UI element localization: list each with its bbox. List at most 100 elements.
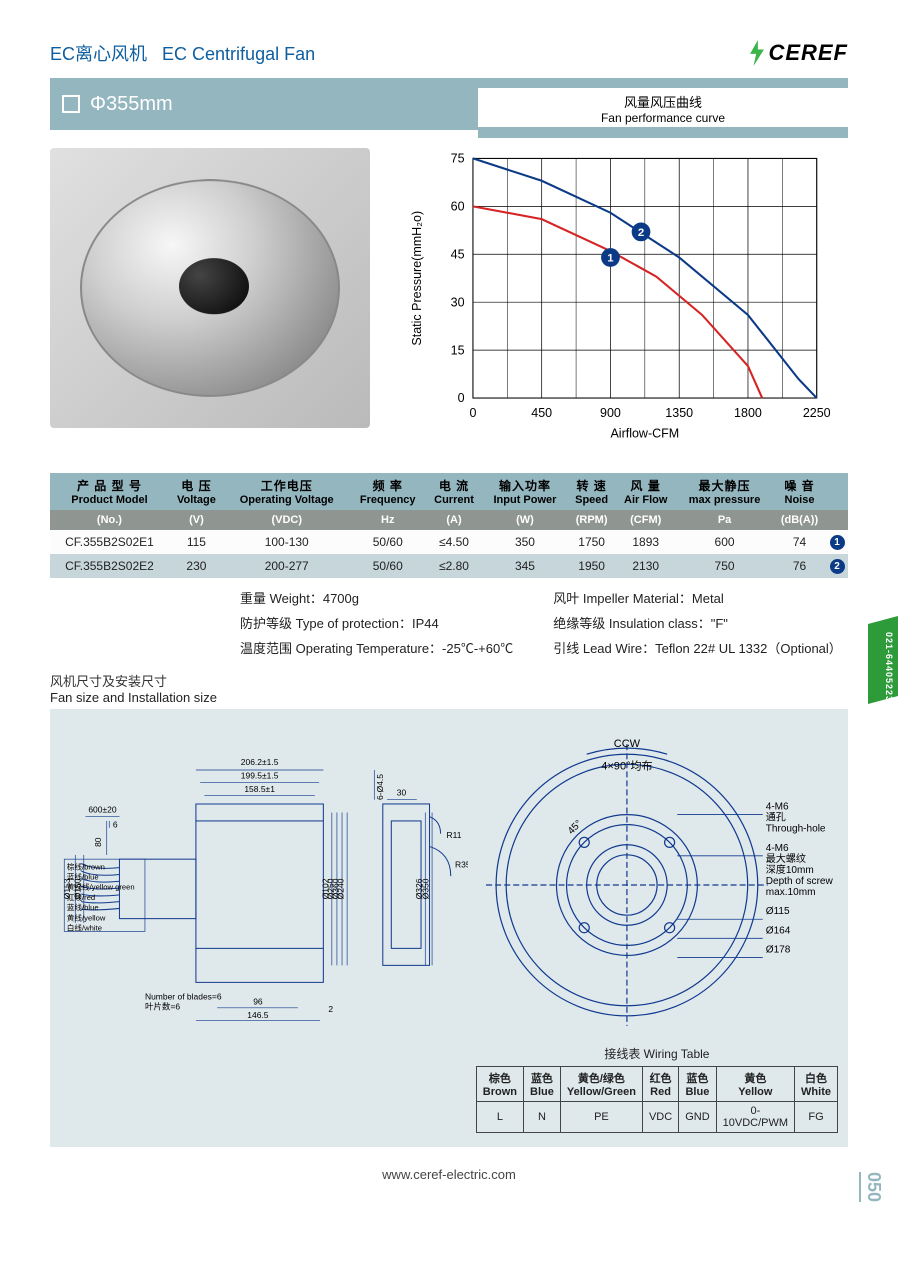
spec-table: 产 品 型 号Product Model电 压Voltage工作电压Operat… [50, 473, 848, 578]
wiring-head: 红色Red [642, 1067, 678, 1102]
wiring-cell: 0-10VDC/PWM [716, 1102, 794, 1133]
svg-text:199.5±1.5: 199.5±1.5 [241, 771, 279, 781]
wiring-cell: N [524, 1102, 561, 1133]
col-header: 噪 音Noise [773, 473, 826, 510]
svg-text:蓝线/blue: 蓝线/blue [67, 872, 99, 882]
svg-text:0: 0 [469, 406, 476, 420]
wiring-table: 棕色Brown蓝色Blue黄色/绿色Yellow/Green红色Red蓝色Blu… [476, 1066, 838, 1133]
svg-text:叶片数=6: 叶片数=6 [145, 1002, 180, 1012]
dimensions-title-en: Fan size and Installation size [50, 690, 848, 705]
bolt-icon [748, 40, 766, 66]
svg-text:4-M6: 4-M6 [766, 802, 789, 813]
svg-text:蓝线/blue: 蓝线/blue [67, 902, 99, 912]
wiring-cell: FG [795, 1102, 838, 1133]
spec-line: 防护等级 Type of protection：IP44 [240, 613, 513, 632]
row-badge: 1 [830, 535, 845, 550]
curve-title-en: Fan performance curve [478, 111, 848, 125]
svg-text:2250: 2250 [803, 406, 831, 420]
svg-text:Depth of screw: Depth of screw [766, 876, 834, 887]
svg-text:棕线/brown: 棕线/brown [67, 861, 105, 871]
wiring-head: 黄色Yellow [716, 1067, 794, 1102]
svg-text:45: 45 [451, 247, 465, 261]
model-banner: Φ355mm 风量风压曲线 Fan performance curve [50, 78, 848, 130]
svg-text:6: 6 [113, 820, 118, 830]
svg-text:45°: 45° [566, 818, 585, 837]
svg-text:75: 75 [451, 152, 465, 166]
svg-text:Airflow-CFM: Airflow-CFM [610, 427, 679, 441]
svg-text:900: 900 [600, 406, 621, 420]
svg-text:2: 2 [328, 1004, 333, 1014]
product-photo [50, 148, 370, 428]
svg-text:4-M6: 4-M6 [766, 843, 789, 854]
performance-chart: 04509001350180022500153045607512Airflow-… [400, 148, 848, 455]
title-en: EC Centrifugal Fan [162, 44, 315, 64]
svg-text:1800: 1800 [734, 406, 762, 420]
title-cn: EC离心风机 [50, 44, 147, 64]
svg-text:146.5: 146.5 [247, 1010, 269, 1020]
svg-text:白线/white: 白线/white [67, 923, 102, 933]
wiring-head: 蓝色Blue [679, 1067, 716, 1102]
svg-text:2: 2 [638, 227, 644, 239]
svg-text:80: 80 [93, 837, 103, 847]
svg-text:96: 96 [253, 997, 263, 1007]
svg-text:30: 30 [451, 295, 465, 309]
svg-text:30: 30 [397, 788, 407, 798]
col-header: 产 品 型 号Product Model [50, 473, 169, 510]
phone-number: 021-64405223 [884, 632, 894, 702]
checkbox-icon [62, 95, 80, 113]
spec-line: 重量 Weight：4700g [240, 588, 513, 607]
svg-text:R35: R35 [455, 860, 468, 870]
wiring-head: 黄色/绿色Yellow/Green [560, 1067, 642, 1102]
svg-text:通孔: 通孔 [766, 812, 786, 824]
svg-text:Ø164: Ø164 [766, 925, 791, 936]
spec-line: 温度范围 Operating Temperature：-25℃-+60℃ [240, 638, 513, 657]
col-header: 工作电压Operating Voltage [224, 473, 350, 510]
svg-text:600±20: 600±20 [88, 805, 117, 815]
spec-line: 引线 Lead Wire：Teflon 22# UL 1332（Optional… [553, 638, 842, 657]
svg-text:黄线/yellow: 黄线/yellow [67, 912, 106, 922]
svg-text:CCW: CCW [614, 738, 641, 750]
page-header: EC离心风机 EC Centrifugal Fan CEREF [50, 40, 848, 66]
table-row: CF.355B2S02E2230200-27750/60≤2.803451950… [50, 554, 848, 578]
col-header: 电 压Voltage [169, 473, 224, 510]
svg-text:Number of blades=6: Number of blades=6 [145, 991, 222, 1001]
svg-text:4×90°均布: 4×90°均布 [601, 759, 652, 772]
technical-drawing: 206.2±1.5199.5±1.5158.5±1600±20806Ø153Ø1… [50, 709, 848, 1147]
wiring-cell: PE [560, 1102, 642, 1133]
svg-text:1350: 1350 [665, 406, 693, 420]
table-row: CF.355B2S02E1115100-13050/60≤4.503501750… [50, 530, 848, 554]
svg-text:Ø350: Ø350 [421, 878, 431, 899]
col-header: 最大静压max pressure [676, 473, 773, 510]
header-title: EC离心风机 EC Centrifugal Fan [50, 40, 315, 66]
svg-text:max.10mm: max.10mm [766, 887, 816, 898]
wiring-cell: VDC [642, 1102, 678, 1133]
svg-text:黄绿线/yellow green: 黄绿线/yellow green [67, 882, 135, 892]
logo: CEREF [748, 40, 848, 66]
wiring-head: 棕色Brown [476, 1067, 523, 1102]
svg-text:Static Pressure(mmH₂o): Static Pressure(mmH₂o) [410, 211, 424, 346]
row-badge: 2 [830, 559, 845, 574]
col-header: 电 流Current [426, 473, 482, 510]
svg-text:15: 15 [451, 343, 465, 357]
svg-text:6-Ø4.5: 6-Ø4.5 [375, 774, 385, 800]
svg-text:60: 60 [451, 200, 465, 214]
svg-text:Ø115: Ø115 [766, 906, 790, 917]
svg-text:最大螺纹: 最大螺纹 [766, 852, 806, 865]
col-header: 转 速Speed [568, 473, 615, 510]
page-number: 050 [859, 1172, 884, 1202]
col-header: 输入功率Input Power [482, 473, 568, 510]
wiring-cell: GND [679, 1102, 716, 1133]
wiring-title: 接线表 Wiring Table [476, 1045, 838, 1062]
svg-text:深度10mm: 深度10mm [766, 863, 814, 876]
col-header: 频 率Frequency [350, 473, 426, 510]
model-size: Φ355mm [90, 93, 173, 116]
svg-text:1: 1 [607, 253, 614, 265]
curve-title-cn: 风量风压曲线 [478, 92, 848, 111]
svg-text:0: 0 [458, 391, 465, 405]
svg-text:206.2±1.5: 206.2±1.5 [241, 757, 279, 767]
curve-tab: 风量风压曲线 Fan performance curve [478, 88, 848, 138]
svg-text:158.5±1: 158.5±1 [244, 784, 275, 794]
svg-text:R11: R11 [447, 830, 462, 840]
wiring-head: 蓝色Blue [524, 1067, 561, 1102]
col-header: 风 量Air Flow [615, 473, 676, 510]
